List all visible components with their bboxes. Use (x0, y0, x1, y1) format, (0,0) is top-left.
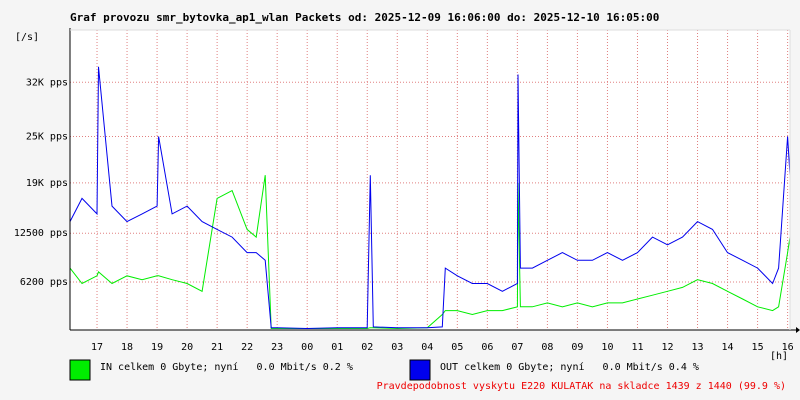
series-line (69, 66, 791, 330)
lines (69, 66, 791, 330)
x-tick-label: 23 (271, 342, 283, 353)
legend-swatch (409, 359, 431, 381)
x-tick-label: 14 (722, 342, 734, 353)
x-tick-label: 18 (121, 342, 133, 353)
x-tick-label: 02 (361, 342, 373, 353)
x-tick-label: 22 (241, 342, 253, 353)
y-axis-label: [/s] (15, 32, 39, 43)
legend-label: OUT celkem 0 Gbyte; nyní 0.0 Mbit/s 0.4 … (440, 361, 699, 373)
x-tick-label: 16 (782, 342, 794, 353)
x-tick-label: 20 (181, 342, 193, 353)
x-tick-label: 08 (541, 342, 553, 353)
y-tick-label: 19K pps (26, 178, 68, 189)
x-tick-label: 05 (451, 342, 463, 353)
footer: Pravdepodobnost vyskytu E220 KULATAK na … (377, 381, 786, 392)
x-tick-label: 04 (421, 342, 433, 353)
x-tick-label: 19 (151, 342, 163, 353)
x-tick-label: 12 (661, 342, 673, 353)
x-tick-label: 09 (571, 342, 583, 353)
x-tick-label: 03 (391, 342, 403, 353)
x-tick-label: 21 (211, 342, 223, 353)
x-tick-label: 07 (511, 342, 523, 353)
x-axis-label: [h] (770, 351, 788, 362)
legend-swatch (69, 359, 91, 381)
x-tick-label: 06 (481, 342, 493, 353)
y-tick-label: 25K pps (26, 131, 68, 142)
axes (69, 28, 800, 333)
grid (70, 30, 790, 330)
x-tick-label: 00 (301, 342, 313, 353)
x-tick-label: 10 (601, 342, 613, 353)
chart-title: Graf provozu smr_bytovka_ap1_wlan Packet… (70, 11, 659, 24)
series-line (69, 175, 791, 330)
y-tick-label: 6200 pps (20, 277, 68, 288)
x-tick-label: 15 (752, 342, 764, 353)
x-arrow (796, 327, 800, 333)
legend-label: IN celkem 0 Gbyte; nyní 0.0 Mbit/s 0.2 % (100, 361, 353, 373)
x-tick-label: 13 (691, 342, 703, 353)
plot-area (70, 30, 790, 330)
legend: IN celkem 0 Gbyte; nyní 0.0 Mbit/s 0.2 %… (69, 359, 699, 381)
x-tick-label: 17 (91, 342, 103, 353)
y-tick-label: 12500 pps (14, 228, 68, 239)
y-tick-label: 32K pps (26, 77, 68, 88)
x-tick-label: 11 (631, 342, 643, 353)
x-tick-label: 01 (331, 342, 343, 353)
